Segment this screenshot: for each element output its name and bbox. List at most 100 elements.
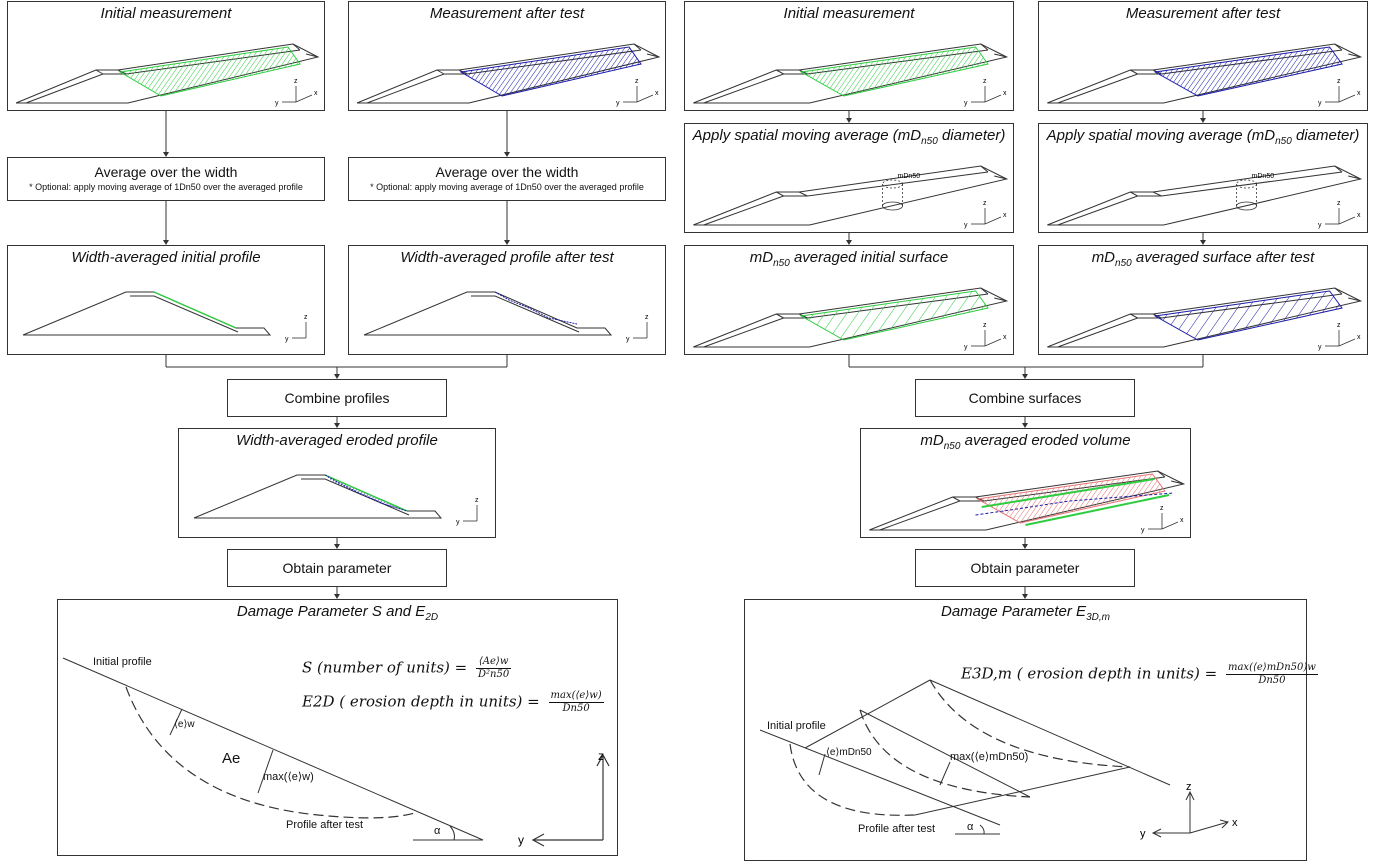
z-axis-label: z bbox=[1337, 78, 1341, 85]
axis-triad: z y x bbox=[1141, 505, 1184, 534]
obtain-parameter-label: Obtain parameter bbox=[282, 560, 392, 576]
left-obtain-parameter-box: Obtain parameter bbox=[227, 549, 447, 587]
ew-arrow bbox=[169, 708, 183, 736]
y-axis-label: y bbox=[626, 336, 630, 343]
x-axis-label: x bbox=[1357, 90, 1361, 97]
mdn50-label: mDn50 bbox=[898, 173, 921, 180]
axis-triad: z y x bbox=[964, 322, 1007, 351]
formula-s: S (number of units) = ⟨Ae⟩w D²n50 bbox=[302, 656, 512, 680]
x-axis-label: x bbox=[1003, 90, 1007, 97]
connector-arrowhead bbox=[334, 544, 340, 549]
dike-corner-edge bbox=[1130, 69, 1138, 75]
profile-outline bbox=[363, 291, 613, 336]
after-dike-3d-figure: z y x bbox=[356, 43, 661, 107]
x-axis-line bbox=[984, 94, 1002, 103]
after-profile-title: Width-averaged profile after test bbox=[400, 249, 614, 266]
y-axis-label: y bbox=[1318, 222, 1322, 229]
axis-triad: zy bbox=[285, 314, 308, 343]
z-axis-label: z bbox=[1160, 505, 1164, 512]
initial-surface-figure: z y x bbox=[693, 287, 1009, 351]
z-axis-label: z bbox=[304, 314, 308, 321]
mid-line bbox=[859, 709, 1031, 798]
profile-inner-edge bbox=[130, 295, 239, 333]
z-axis-arrowhead bbox=[596, 753, 610, 767]
initial-dike-3d-figure: z y x bbox=[693, 43, 1009, 107]
x-axis-label: x bbox=[1003, 212, 1007, 219]
initial-dike-3d-figure: z y x bbox=[15, 43, 320, 107]
after-surface-figure: z y x bbox=[1047, 287, 1363, 351]
profile-geometry bbox=[363, 291, 613, 336]
dike-corner-edge bbox=[1130, 191, 1138, 197]
connector-arrowhead bbox=[504, 240, 510, 245]
dike-outline bbox=[869, 470, 1186, 531]
left-after-measurement-box: Measurement after test z y x bbox=[348, 1, 666, 111]
initial-profile-line-1 bbox=[759, 729, 1001, 826]
connector-arrowhead bbox=[504, 152, 510, 157]
dike-toe-edge bbox=[1171, 480, 1184, 485]
sma-dike-figure: mDn50 z y x bbox=[1047, 165, 1363, 229]
profile-after-test-label: Profile after test bbox=[858, 823, 936, 835]
axis-triad: z y x bbox=[1318, 200, 1361, 229]
right-sma-box-2: Apply spatial moving average (mDn50 diam… bbox=[1038, 123, 1368, 233]
y-axis-label: y bbox=[275, 100, 279, 107]
after-test-curve-2 bbox=[859, 709, 1031, 798]
dike-toe-edge bbox=[994, 175, 1007, 180]
x-axis-label: x bbox=[655, 90, 659, 97]
dike-geometry bbox=[693, 165, 1009, 226]
x-axis-line bbox=[1338, 216, 1356, 225]
dike-corner-edge bbox=[776, 313, 784, 319]
initial-profile-title: Width-averaged initial profile bbox=[71, 249, 261, 266]
average-note: * Optional: apply moving average of 1Dn5… bbox=[29, 182, 303, 192]
obtain-parameter-label: Obtain parameter bbox=[970, 560, 1080, 576]
right-after-surface-box: mDn50 averaged surface after test z y x bbox=[1038, 245, 1368, 355]
y-axis-label: y bbox=[285, 336, 289, 343]
combine-surfaces-label: Combine surfaces bbox=[968, 390, 1082, 406]
dike-toe-edge bbox=[305, 53, 319, 58]
hatched-slope-area bbox=[1153, 290, 1343, 341]
y-axis-label: y bbox=[456, 519, 460, 526]
dike-corner-edge bbox=[1152, 191, 1162, 197]
x-axis-label: x bbox=[1003, 334, 1007, 341]
z-axis-arrowhead bbox=[1185, 790, 1195, 801]
x-axis-label: x bbox=[1180, 517, 1184, 524]
dike-toe-edge bbox=[1348, 175, 1361, 180]
eroded-volume-box: mDn50 averaged eroded volume z y x bbox=[860, 428, 1191, 538]
x-axis-label: x bbox=[1232, 817, 1238, 829]
right-initial-measurement-box: Initial measurement z y x bbox=[684, 1, 1014, 111]
initial-edge-line bbox=[1025, 494, 1170, 526]
left-after-measurement-title: Measurement after test bbox=[429, 5, 585, 22]
cylinder-bottom bbox=[882, 201, 903, 211]
x-axis-label: x bbox=[1357, 212, 1361, 219]
axis-triad: z y x bbox=[964, 78, 1007, 107]
initial-profile-line bbox=[324, 474, 408, 512]
z-axis-label: z bbox=[983, 322, 987, 329]
z-axis-label: z bbox=[645, 314, 649, 321]
x-axis-line bbox=[984, 216, 1002, 225]
dike-corner-edge bbox=[1334, 43, 1343, 51]
max-emd-label: max(⟨e⟩mDn50) bbox=[950, 751, 1029, 763]
damage-parameter-s-title: Damage Parameter S and E2D bbox=[236, 603, 439, 623]
damage-parameter-e3d-title: Damage Parameter E3D,m bbox=[941, 603, 1110, 623]
profile-geometry bbox=[193, 474, 443, 519]
connector-arrowhead bbox=[1200, 118, 1206, 123]
initial-surface-title: mDn50 averaged initial surface bbox=[749, 249, 949, 269]
right-after-measurement-box: Measurement after test z y x bbox=[1038, 1, 1368, 111]
right-after-measurement-title: Measurement after test bbox=[1125, 5, 1281, 22]
after-profile-line bbox=[494, 291, 578, 325]
dike-corner-edge bbox=[980, 43, 989, 51]
z-axis-label: z bbox=[983, 200, 987, 207]
eroded-profile-figure: zy bbox=[193, 474, 479, 526]
connector-arrowhead bbox=[1200, 240, 1206, 245]
y-axis-label: y bbox=[1318, 344, 1322, 351]
y-axis-label: y bbox=[964, 344, 968, 351]
dike-corner-edge bbox=[952, 496, 961, 502]
right-sma-box-1: Apply spatial moving average (mDn50 diam… bbox=[684, 123, 1014, 233]
z-axis-label: z bbox=[1337, 322, 1341, 329]
x-axis-line bbox=[1338, 338, 1356, 347]
connector-arrowhead bbox=[846, 240, 852, 245]
y-axis-label: y bbox=[616, 100, 620, 107]
x-axis-line bbox=[1161, 521, 1179, 530]
